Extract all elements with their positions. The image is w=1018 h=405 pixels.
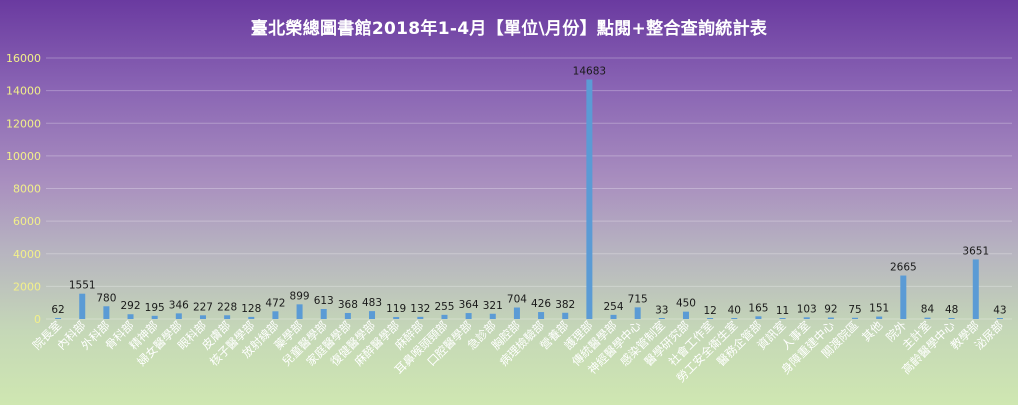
y-tick-label: 8000 — [13, 183, 41, 196]
data-label: 255 — [434, 301, 454, 313]
data-label: 11 — [776, 305, 789, 317]
data-label: 151 — [869, 303, 889, 315]
bar — [151, 315, 158, 319]
bar — [320, 309, 327, 319]
bar — [55, 317, 62, 319]
bar — [296, 304, 303, 319]
chart-title: 臺北榮總圖書館2018年1-4月【單位\月份】點閱+整合查詢統計表 — [250, 19, 768, 39]
bar — [513, 307, 520, 319]
data-label: 613 — [314, 295, 334, 307]
bar — [127, 314, 134, 319]
data-label: 483 — [362, 297, 382, 309]
bar — [803, 317, 810, 319]
bar — [827, 317, 834, 319]
data-label: 368 — [338, 299, 358, 311]
y-tick-label: 2000 — [13, 280, 41, 293]
y-tick-label: 6000 — [13, 215, 41, 228]
y-tick-label: 14000 — [6, 85, 41, 98]
bar — [224, 315, 231, 319]
bar — [175, 313, 182, 319]
bar — [199, 315, 206, 319]
bar — [707, 318, 714, 319]
bar — [779, 318, 786, 319]
data-label: 292 — [121, 300, 141, 312]
bar — [272, 311, 279, 319]
data-label: 84 — [921, 304, 935, 316]
data-label: 364 — [459, 299, 479, 311]
bar — [948, 318, 955, 319]
bar — [731, 318, 738, 319]
data-label: 704 — [507, 294, 527, 306]
bar — [79, 293, 86, 319]
bar — [972, 259, 979, 319]
bar — [562, 312, 569, 319]
bar — [417, 316, 424, 319]
data-label: 3651 — [962, 245, 989, 257]
data-label: 321 — [483, 300, 503, 312]
bar — [924, 317, 931, 319]
data-label: 14683 — [573, 65, 606, 77]
data-label: 48 — [945, 304, 958, 316]
data-label: 128 — [241, 303, 261, 315]
bar — [634, 307, 641, 319]
bar — [852, 317, 859, 319]
data-label: 12 — [703, 305, 716, 317]
data-label: 103 — [797, 303, 817, 315]
bar — [996, 318, 1003, 319]
bar — [682, 311, 689, 319]
bar — [369, 311, 376, 319]
data-label: 165 — [748, 302, 768, 314]
data-label: 119 — [386, 303, 406, 315]
data-label: 254 — [604, 301, 624, 313]
bar — [465, 313, 472, 319]
data-label: 62 — [51, 304, 64, 316]
data-label: 227 — [193, 301, 213, 313]
data-label: 2665 — [890, 262, 917, 274]
bar — [248, 316, 255, 319]
bar — [658, 318, 665, 319]
data-label: 1551 — [69, 280, 96, 292]
data-label: 43 — [993, 304, 1006, 316]
bar — [489, 313, 496, 319]
x-tick-label: 其他 — [859, 318, 886, 345]
y-tick-label: 10000 — [6, 150, 41, 163]
y-tick-label: 4000 — [13, 248, 41, 261]
data-label: 75 — [848, 304, 861, 316]
data-label: 40 — [728, 304, 741, 316]
bar — [538, 312, 545, 319]
data-label: 195 — [145, 302, 165, 314]
bar — [103, 306, 110, 319]
bar — [610, 314, 617, 319]
data-label: 715 — [628, 293, 648, 305]
data-label: 346 — [169, 299, 189, 311]
bar — [586, 79, 593, 319]
data-label: 382 — [555, 299, 575, 311]
y-tick-label: 12000 — [6, 117, 41, 130]
y-tick-label: 16000 — [6, 52, 41, 65]
bar — [344, 312, 351, 319]
y-tick-label: 0 — [34, 313, 41, 326]
bar — [876, 316, 883, 319]
bar — [441, 314, 448, 319]
bar — [393, 317, 400, 319]
bar — [755, 316, 762, 319]
data-label: 780 — [96, 292, 116, 304]
data-label: 426 — [531, 298, 551, 310]
data-label: 33 — [655, 304, 668, 316]
data-label: 92 — [824, 303, 837, 315]
data-label: 228 — [217, 301, 237, 313]
data-label: 472 — [265, 297, 285, 309]
data-label: 899 — [290, 290, 310, 302]
data-label: 450 — [676, 298, 696, 310]
bar — [900, 275, 907, 319]
data-label: 132 — [410, 303, 430, 315]
